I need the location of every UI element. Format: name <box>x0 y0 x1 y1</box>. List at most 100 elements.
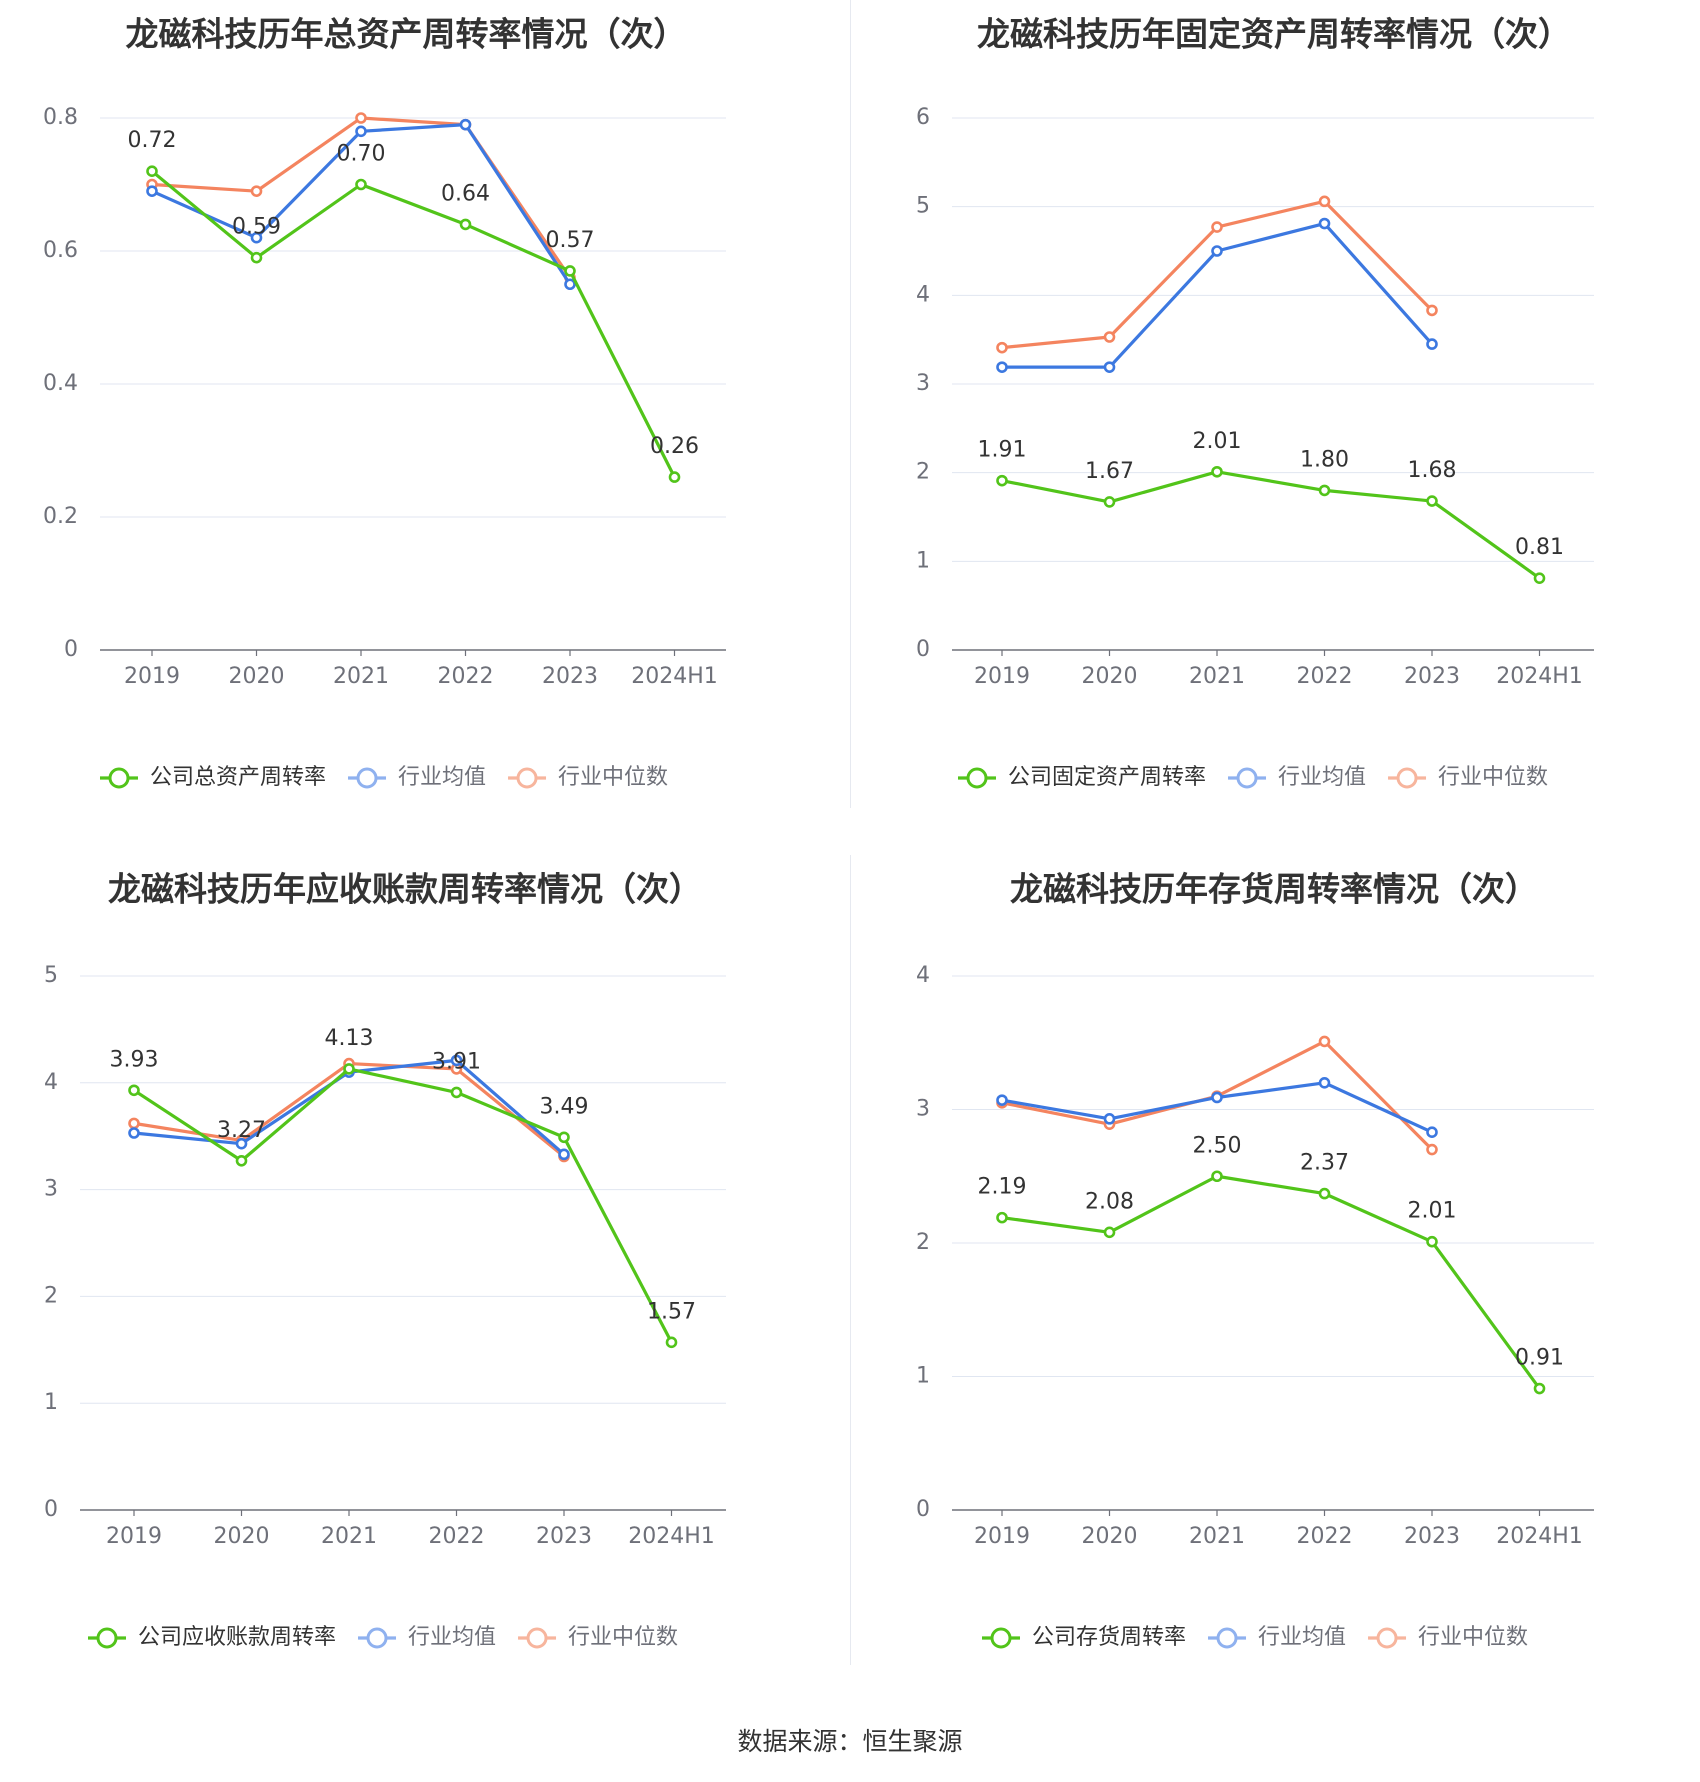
data-label: 1.67 <box>1085 459 1134 484</box>
data-label: 1.80 <box>1300 447 1349 472</box>
series-line-avg <box>1001 1081 1433 1134</box>
data-point-company <box>1211 1170 1223 1183</box>
legend-label-company: 公司应收账款周转率 <box>138 1625 336 1650</box>
data-point-median <box>996 341 1008 354</box>
data-point-company <box>1103 496 1116 508</box>
legend-marker-company <box>108 767 130 789</box>
data-label: 2.37 <box>1300 1151 1349 1176</box>
data-point-company <box>128 1084 140 1097</box>
legend-marker-company <box>96 1627 118 1649</box>
data-point-median <box>1426 304 1438 317</box>
legend-label-avg: 行业均值 <box>1278 765 1366 790</box>
legend-marker-company <box>990 1627 1012 1649</box>
data-point-company <box>146 165 158 177</box>
data-label: 1.68 <box>1408 458 1457 483</box>
x-tick-label: 2023 <box>542 664 598 689</box>
series-line-company <box>1001 1174 1541 1390</box>
data-point-company <box>996 1211 1008 1224</box>
legend-marker-median <box>1376 1627 1398 1649</box>
data-point-avg <box>1211 1091 1223 1104</box>
chart-title: 龙磁科技历年存货周转率情况（次） <box>1010 870 1538 909</box>
legend-label-company: 公司存货周转率 <box>1032 1625 1186 1650</box>
legend-label-avg: 行业均值 <box>398 765 486 790</box>
data-point-median <box>1211 221 1223 233</box>
y-tick-label: 0.8 <box>43 105 78 130</box>
chart-3-svg: 龙磁科技历年存货周转率情况（次） 0 1 2 3 4 2019 2020 2021 2022 202… <box>916 870 1594 1650</box>
data-point-company <box>1426 1235 1438 1248</box>
x-tick-label: 2023 <box>536 1524 592 1549</box>
data-point-company <box>450 1086 463 1099</box>
data-label: 4.13 <box>325 1026 374 1051</box>
x-tick-label: 2020 <box>1082 1524 1138 1549</box>
y-tick-label: 0 <box>44 1497 58 1522</box>
vertical-divider-top <box>850 0 851 808</box>
data-point-company <box>558 1131 570 1144</box>
data-label: 0.59 <box>232 215 281 240</box>
chart-total-asset-turnover: 龙磁科技历年总资产周转率情况（次） 0 0.2 0.4 0.6 0.8 2019 2020 20… <box>0 0 850 820</box>
chart-inventory-turnover: 龙磁科技历年存货周转率情况（次） 0 1 2 3 4 2019 2020 2021 2022 202… <box>850 855 1700 1675</box>
data-label: 0.72 <box>128 128 177 153</box>
y-tick-label: 3 <box>916 1097 930 1122</box>
data-point-avg <box>355 125 367 138</box>
x-tick-label: 2022 <box>438 664 494 689</box>
series-line-company <box>133 1067 673 1344</box>
x-tick-label: 2024H1 <box>1496 1524 1583 1549</box>
y-tick-label: 2 <box>44 1283 58 1308</box>
y-tick-label: 4 <box>916 282 930 307</box>
data-point-company <box>1103 1226 1116 1239</box>
data-label: 0.64 <box>441 181 490 206</box>
chart-2-svg: 龙磁科技历年应收账款周转率情况（次） 0 1 2 3 4 5 2019 2020 2021 2022… <box>44 870 726 1650</box>
data-point-median <box>128 1117 140 1130</box>
data-point-avg <box>1211 245 1223 257</box>
chart-title: 龙磁科技历年总资产周转率情况（次） <box>126 15 687 54</box>
data-point-median <box>1318 1035 1331 1048</box>
x-tick-label: 2021 <box>333 664 389 689</box>
chart-1-svg: 龙磁科技历年固定资产周转率情况（次） 0 1 2 3 4 5 6 2019 2020 2021 202… <box>916 15 1594 790</box>
data-point-company <box>343 1063 355 1075</box>
x-tick-label: 2021 <box>1189 1524 1245 1549</box>
data-point-avg <box>564 278 576 291</box>
data-label: 0.26 <box>650 434 699 459</box>
data-point-avg <box>558 1148 570 1161</box>
y-tick-label: 5 <box>44 963 58 988</box>
chart-title: 龙磁科技历年应收账款周转率情况（次） <box>108 870 702 909</box>
data-point-company <box>665 1336 678 1349</box>
data-label: 3.91 <box>432 1049 481 1074</box>
data-label: 2.50 <box>1193 1133 1242 1158</box>
legend-marker-avg <box>366 1627 388 1649</box>
data-label: 2.19 <box>978 1175 1027 1200</box>
data-point-company <box>1318 1187 1331 1200</box>
data-source-note: 数据来源：恒生聚源 <box>737 1727 963 1756</box>
x-tick-label: 2020 <box>1082 664 1138 689</box>
y-tick-label: 0.2 <box>43 504 78 529</box>
legend-marker-avg <box>1236 767 1258 789</box>
y-tick-label: 0 <box>916 637 930 662</box>
y-tick-label: 0 <box>64 637 78 662</box>
legend-label-company: 公司总资产周转率 <box>150 765 326 790</box>
legend-label-median: 行业中位数 <box>558 765 668 790</box>
data-point-median <box>355 112 367 124</box>
data-point-avg <box>450 1054 463 1067</box>
legend-marker-avg <box>356 767 378 789</box>
data-point-avg <box>1103 1113 1116 1125</box>
data-label: 0.70 <box>337 142 386 167</box>
chart-receivable-turnover: 龙磁科技历年应收账款周转率情况（次） 0 1 2 3 4 5 2019 2020 2021 2022… <box>0 855 850 1675</box>
data-point-median <box>1426 1143 1438 1156</box>
y-tick-label: 6 <box>916 105 930 130</box>
y-tick-label: 4 <box>44 1070 58 1095</box>
y-tick-label: 4 <box>916 963 930 988</box>
data-point-company <box>1533 572 1546 584</box>
data-point-company <box>1426 495 1438 507</box>
data-point-avg <box>459 118 472 131</box>
data-label: 2.01 <box>1193 429 1242 454</box>
data-point-median <box>1103 331 1116 343</box>
data-point-company <box>1211 465 1223 478</box>
data-point-company <box>355 178 367 191</box>
legend-label-median: 行业中位数 <box>568 1625 678 1650</box>
data-point-median <box>250 185 263 197</box>
x-tick-label: 2019 <box>106 1524 162 1549</box>
chart-fixed-asset-turnover: 龙磁科技历年固定资产周转率情况（次） 0 1 2 3 4 5 6 2019 2020 2021 202… <box>850 0 1700 820</box>
data-label: 2.08 <box>1085 1189 1134 1214</box>
x-tick-label: 2019 <box>124 664 180 689</box>
y-tick-label: 3 <box>44 1177 58 1202</box>
